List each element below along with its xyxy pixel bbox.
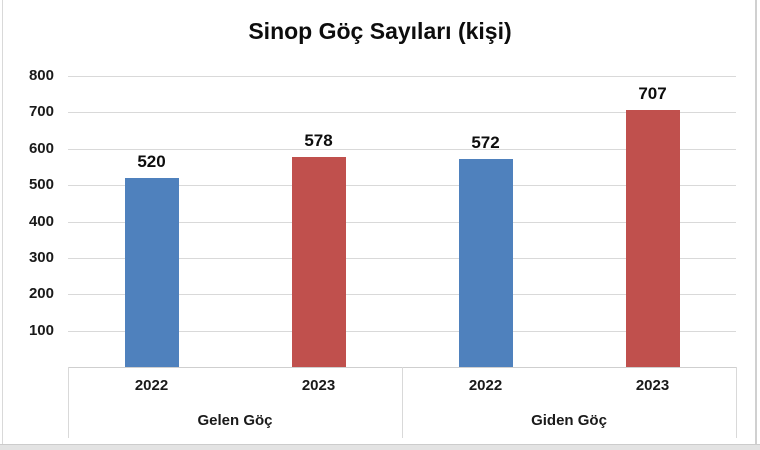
y-axis-tick-label: 200 [28, 285, 54, 303]
y-axis-tick-label: 300 [28, 248, 54, 266]
y-axis-tick-label: 600 [28, 139, 54, 157]
bar-gelen-göç-2023[interactable] [291, 156, 346, 367]
y-gridline [68, 185, 736, 187]
y-axis-tick-label: 400 [28, 212, 54, 230]
x-axis-year-label: 2022 [468, 377, 503, 394]
data-label: 520 [137, 151, 166, 171]
bar-giden-göç-2022[interactable] [458, 158, 513, 367]
y-gridline [68, 148, 736, 150]
data-label: 578 [304, 130, 333, 150]
y-gridline [68, 76, 736, 77]
y-gridline [68, 294, 736, 296]
x-axis-year-label: 2022 [134, 377, 169, 394]
data-label: 572 [471, 132, 500, 152]
y-axis-tick-label: 700 [28, 103, 54, 121]
bar-giden-göç-2023[interactable] [625, 109, 680, 367]
category-axis-separator [736, 367, 737, 438]
y-axis-tick-label: 800 [28, 67, 54, 84]
window-right-edge [755, 0, 757, 444]
x-axis-group-label: Giden Göç [531, 412, 607, 429]
x-axis-group-label: Gelen Göç [197, 412, 273, 429]
window-bottom-strip [0, 444, 760, 450]
bar-gelen-göç-2022[interactable] [124, 177, 179, 367]
x-axis-year-label: 2023 [301, 377, 336, 394]
y-axis-tick-label: 500 [28, 176, 54, 194]
y-gridline [68, 221, 736, 223]
window-left-edge [2, 0, 3, 444]
y-gridline [68, 112, 736, 114]
y-axis-tick-label: 100 [28, 321, 54, 339]
y-gridline [68, 330, 736, 332]
category-axis-separator [402, 367, 403, 438]
y-gridline [68, 257, 736, 259]
category-axis-separator [68, 367, 69, 438]
data-label: 707 [638, 83, 667, 103]
x-axis-year-label: 2023 [635, 377, 670, 394]
chart-title: Sinop Göç Sayıları (kişi) [248, 18, 512, 44]
